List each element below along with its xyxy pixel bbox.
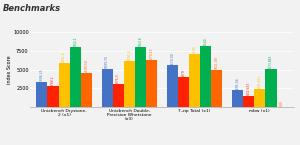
- Text: 7953.6: 7953.6: [139, 36, 142, 47]
- Bar: [70, 47, 81, 107]
- Text: 8140: 8140: [204, 38, 208, 46]
- Text: 1432.655: 1432.655: [247, 81, 251, 96]
- Text: 7952.1: 7952.1: [73, 36, 77, 47]
- Bar: [58, 62, 70, 107]
- Bar: [200, 46, 211, 107]
- Text: 6270.15: 6270.15: [150, 47, 154, 60]
- Text: 5099.70: 5099.70: [105, 56, 109, 68]
- Bar: [254, 89, 266, 107]
- Text: 3075.3: 3075.3: [116, 73, 120, 84]
- Text: 3979: 3979: [182, 69, 185, 77]
- Bar: [243, 97, 254, 107]
- Y-axis label: index Score: index Score: [7, 55, 12, 84]
- Text: 2768.2: 2768.2: [51, 76, 55, 86]
- Bar: [124, 61, 135, 107]
- Text: 5011.00: 5011.00: [215, 56, 219, 69]
- Text: 6195.4: 6195.4: [128, 49, 131, 60]
- Bar: [178, 77, 189, 107]
- Bar: [146, 60, 157, 107]
- Text: 3.00: 3.00: [280, 100, 284, 107]
- Bar: [135, 47, 146, 107]
- Text: 4599.50: 4599.50: [85, 59, 88, 72]
- Bar: [113, 84, 124, 107]
- Bar: [36, 82, 47, 107]
- Text: 7100: 7100: [193, 46, 196, 53]
- Bar: [102, 69, 113, 107]
- Text: Benchmarks: Benchmarks: [3, 4, 61, 13]
- Text: 5941.4: 5941.4: [62, 51, 66, 62]
- Bar: [81, 73, 92, 107]
- Bar: [232, 90, 243, 107]
- Text: 3396.25: 3396.25: [40, 69, 44, 81]
- Text: 5574.00: 5574.00: [170, 52, 174, 65]
- Bar: [211, 69, 222, 107]
- Text: 5073.843: 5073.843: [269, 54, 273, 69]
- Bar: [167, 65, 178, 107]
- Bar: [189, 54, 200, 107]
- Text: 2295.54: 2295.54: [236, 77, 239, 90]
- Text: 2391.461: 2391.461: [258, 74, 262, 89]
- Bar: [266, 69, 277, 107]
- Bar: [47, 86, 58, 107]
